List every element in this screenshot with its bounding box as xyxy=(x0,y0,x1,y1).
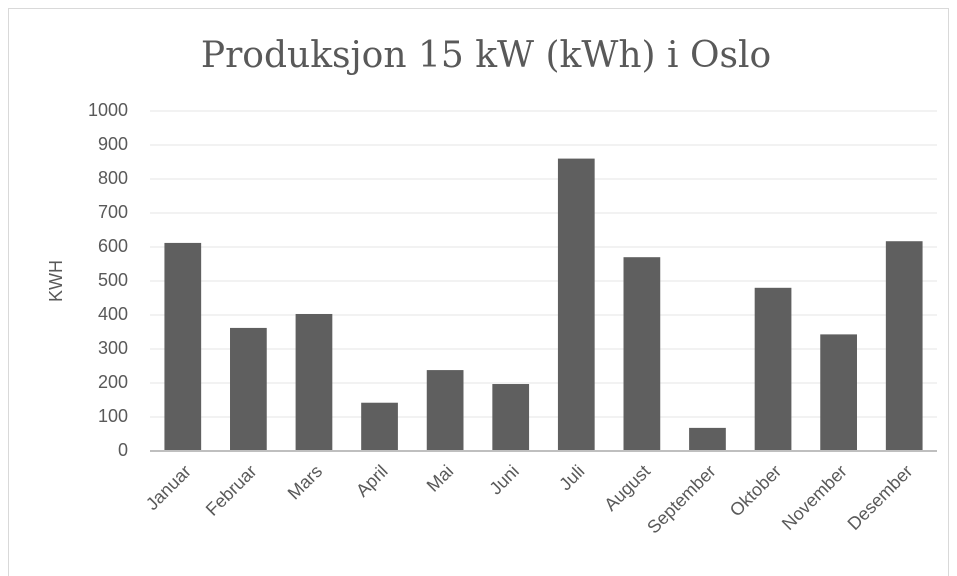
bar xyxy=(754,287,792,451)
y-tick-label: 100 xyxy=(98,406,128,426)
bar xyxy=(885,241,923,451)
y-tick-label: 0 xyxy=(118,440,128,460)
bar xyxy=(230,327,267,451)
y-tick-label: 1000 xyxy=(88,100,128,120)
y-axis-label: KWH xyxy=(46,260,66,302)
bar xyxy=(295,313,333,451)
bar xyxy=(623,257,661,451)
y-tick-label: 700 xyxy=(98,202,128,222)
y-tick-label: 800 xyxy=(98,168,128,188)
y-tick-label: 300 xyxy=(98,338,128,358)
bar xyxy=(492,384,530,451)
bar xyxy=(426,370,464,451)
bar xyxy=(557,158,595,451)
bar xyxy=(689,427,726,451)
bar xyxy=(361,402,398,451)
y-tick-label: 900 xyxy=(98,134,128,154)
y-tick-label: 400 xyxy=(98,304,128,324)
y-tick-label: 200 xyxy=(98,372,128,392)
bar xyxy=(820,334,857,451)
chart-title: Produksjon 15 kW (kWh) i Oslo xyxy=(201,35,771,76)
bar xyxy=(164,242,202,451)
y-tick-label: 600 xyxy=(98,236,128,256)
y-tick-label: 500 xyxy=(98,270,128,290)
